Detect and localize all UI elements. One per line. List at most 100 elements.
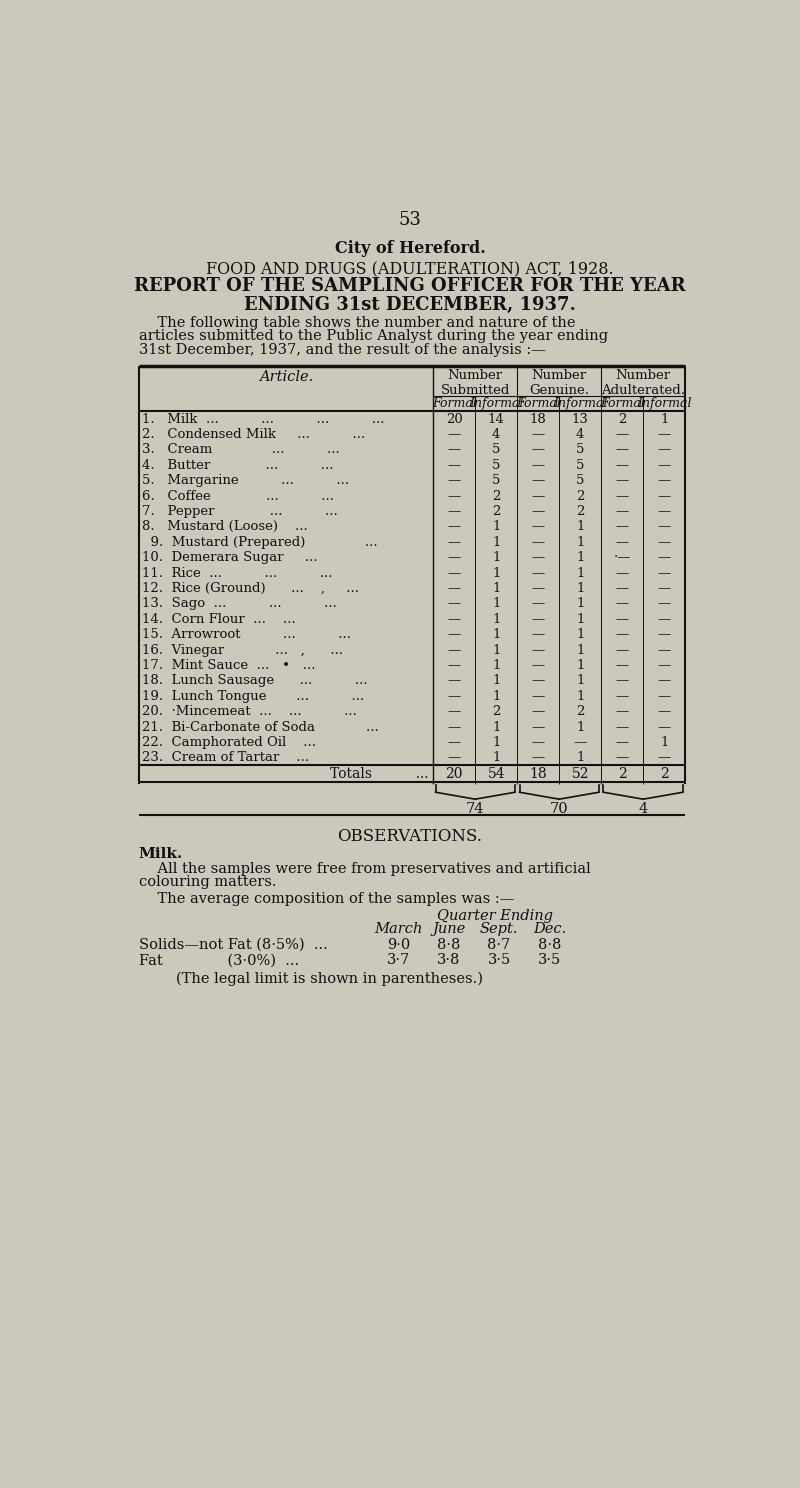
Text: —: — <box>448 690 461 702</box>
Text: Article.: Article. <box>259 369 313 384</box>
Text: 53: 53 <box>398 211 422 229</box>
Text: 2.   Condensed Milk     ...          ...: 2. Condensed Milk ... ... <box>142 429 365 440</box>
Text: —: — <box>531 429 545 440</box>
Text: —: — <box>658 582 670 595</box>
Text: 3·8: 3·8 <box>437 954 461 967</box>
Text: 18: 18 <box>530 412 546 426</box>
Text: —: — <box>615 674 629 687</box>
Text: —: — <box>531 504 545 518</box>
Text: Informal: Informal <box>469 397 523 411</box>
Text: —: — <box>531 705 545 719</box>
Text: 12.  Rice (Ground)      ...    ,     ...: 12. Rice (Ground) ... , ... <box>142 582 359 595</box>
Text: —: — <box>448 582 461 595</box>
Text: 1: 1 <box>576 521 584 533</box>
Text: Quarter Ending: Quarter Ending <box>438 909 554 923</box>
Text: 15.  Arrowroot          ...          ...: 15. Arrowroot ... ... <box>142 628 351 641</box>
Text: 8·7: 8·7 <box>487 937 510 952</box>
Text: 18.  Lunch Sausage      ...          ...: 18. Lunch Sausage ... ... <box>142 674 367 687</box>
Text: articles submitted to the Public Analyst during the year ending: articles submitted to the Public Analyst… <box>138 329 608 344</box>
Text: March: March <box>374 923 422 936</box>
Text: —: — <box>531 551 545 564</box>
Text: —: — <box>615 582 629 595</box>
Text: 3.   Cream              ...          ...: 3. Cream ... ... <box>142 443 340 457</box>
Text: 54: 54 <box>487 766 505 781</box>
Text: —: — <box>448 674 461 687</box>
Text: 2: 2 <box>576 705 584 719</box>
Text: —: — <box>658 429 670 440</box>
Text: 2: 2 <box>576 490 584 503</box>
Text: —: — <box>658 536 670 549</box>
Text: 22.  Camphorated Oil    ...: 22. Camphorated Oil ... <box>142 737 316 748</box>
Text: 5: 5 <box>576 458 584 472</box>
Text: 52: 52 <box>571 766 589 781</box>
Text: —: — <box>448 644 461 656</box>
Text: 1: 1 <box>492 628 501 641</box>
Text: 5: 5 <box>492 458 501 472</box>
Text: —: — <box>531 690 545 702</box>
Text: —: — <box>615 443 629 457</box>
Text: 4: 4 <box>492 429 501 440</box>
Text: Formal: Formal <box>432 397 477 411</box>
Text: —: — <box>531 582 545 595</box>
Text: 1: 1 <box>492 737 501 748</box>
Text: —: — <box>531 443 545 457</box>
Text: —: — <box>448 551 461 564</box>
Text: OBSERVATIONS.: OBSERVATIONS. <box>338 829 482 845</box>
Text: 8.   Mustard (Loose)    ...: 8. Mustard (Loose) ... <box>142 521 308 533</box>
Text: —: — <box>615 628 629 641</box>
Text: —: — <box>448 720 461 734</box>
Text: Number
Submitted: Number Submitted <box>441 369 510 397</box>
Text: 5: 5 <box>576 475 584 487</box>
Text: ·—: ·— <box>614 551 631 564</box>
Text: 1: 1 <box>576 659 584 673</box>
Text: 1: 1 <box>492 582 501 595</box>
Text: 8·8: 8·8 <box>538 937 561 952</box>
Text: 1: 1 <box>576 582 584 595</box>
Text: 1: 1 <box>576 613 584 626</box>
Text: 13: 13 <box>572 412 589 426</box>
Text: 16.  Vinegar            ...   ,      ...: 16. Vinegar ... , ... <box>142 644 343 656</box>
Text: —: — <box>658 567 670 580</box>
Text: 2: 2 <box>660 766 669 781</box>
Text: Number
Adulterated.: Number Adulterated. <box>601 369 685 397</box>
Text: 1: 1 <box>492 751 501 765</box>
Text: —: — <box>615 644 629 656</box>
Text: —: — <box>658 628 670 641</box>
Text: 10.  Demerara Sugar     ...: 10. Demerara Sugar ... <box>142 551 318 564</box>
Text: 1: 1 <box>492 690 501 702</box>
Text: —: — <box>615 536 629 549</box>
Text: —: — <box>615 613 629 626</box>
Text: ENDING 31st DECEMBER, 1937.: ENDING 31st DECEMBER, 1937. <box>244 296 576 314</box>
Text: June: June <box>432 923 466 936</box>
Text: —: — <box>658 551 670 564</box>
Text: Milk.: Milk. <box>138 847 183 862</box>
Text: —: — <box>448 536 461 549</box>
Text: Dec.: Dec. <box>533 923 566 936</box>
Text: —: — <box>448 475 461 487</box>
Text: 7.   Pepper             ...          ...: 7. Pepper ... ... <box>142 504 338 518</box>
Text: Informal: Informal <box>553 397 607 411</box>
Text: 3·5: 3·5 <box>487 954 510 967</box>
Text: —: — <box>448 613 461 626</box>
Text: 4: 4 <box>638 802 648 817</box>
Text: —: — <box>531 628 545 641</box>
Text: 2: 2 <box>492 490 501 503</box>
Text: —: — <box>615 567 629 580</box>
Text: —: — <box>531 475 545 487</box>
Text: —: — <box>531 613 545 626</box>
Text: 1: 1 <box>492 644 501 656</box>
Text: —: — <box>658 521 670 533</box>
Text: 1: 1 <box>576 628 584 641</box>
Text: —: — <box>448 598 461 610</box>
Text: REPORT OF THE SAMPLING OFFICER FOR THE YEAR: REPORT OF THE SAMPLING OFFICER FOR THE Y… <box>134 277 686 295</box>
Text: —: — <box>658 598 670 610</box>
Text: —: — <box>615 475 629 487</box>
Text: —: — <box>531 737 545 748</box>
Text: City of Hereford.: City of Hereford. <box>334 240 486 257</box>
Text: —: — <box>615 458 629 472</box>
Text: —: — <box>531 458 545 472</box>
Text: —: — <box>531 490 545 503</box>
Text: 20: 20 <box>446 766 463 781</box>
Text: FOOD AND DRUGS (ADULTERATION) ACT, 1928.: FOOD AND DRUGS (ADULTERATION) ACT, 1928. <box>206 260 614 277</box>
Text: —: — <box>615 720 629 734</box>
